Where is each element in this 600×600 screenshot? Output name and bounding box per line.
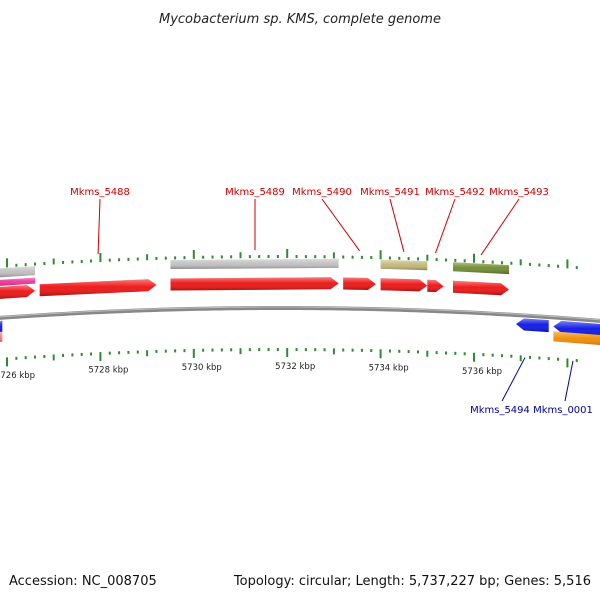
gene-feature-15[interactable] (0, 331, 3, 343)
gene-feature-0[interactable] (0, 285, 35, 299)
ticks-layer (6, 249, 578, 368)
gene-mkms-5488[interactable] (39, 279, 157, 297)
gene-feature-15-shade (0, 331, 3, 342)
leader-line-mkms-5488 (97, 198, 101, 255)
gene-label-mkms-5494[interactable]: Mkms_5494 (470, 405, 530, 416)
gene-mkms-5494-shade (516, 318, 549, 333)
gene-feature-8[interactable] (0, 266, 35, 278)
leader-line-mkms-5493 (480, 198, 520, 256)
gene-feature-11-shade (453, 262, 509, 275)
gene-mkms-0001[interactable] (553, 321, 600, 338)
gene-label-mkms-5490[interactable]: Mkms_5490 (292, 187, 352, 198)
gene-feature-12-shade (0, 320, 3, 333)
gene-mkms-5490-shade (343, 277, 376, 290)
genome-backbone (0, 306, 600, 323)
gene-mkms-5493-shade (453, 280, 509, 296)
gene-mkms-5492-shade (427, 279, 444, 293)
gene-mkms-5491-shade (380, 278, 428, 292)
scale-label-5730: 5730 kbp (182, 363, 222, 373)
leader-line-mkms-5490 (321, 198, 360, 252)
leader-line-mkms-0001 (564, 360, 574, 402)
gene-label-mkms-5493[interactable]: Mkms_5493 (489, 187, 549, 198)
scale-label-5734: 5734 kbp (369, 363, 409, 373)
genome-backbone-highlight (0, 306, 600, 321)
gene-feature-0-shade (0, 285, 35, 299)
map-title: Mycobacterium sp. KMS, complete genome (159, 12, 441, 27)
leader-line-mkms-5494 (501, 357, 526, 402)
labels-layer: 5726 kbp 5728 kbp 5730 kbp 5732 kbp 5734 kbp… (0, 187, 593, 416)
genes-layer (0, 258, 600, 347)
gene-mkms-5492[interactable] (427, 279, 444, 293)
scale-label-5728: 5728 kbp (88, 366, 128, 376)
backbone-layer (0, 306, 600, 323)
gene-feature-9[interactable] (170, 258, 339, 269)
gene-label-mkms-0001[interactable]: Mkms_0001 (533, 405, 593, 416)
gene-feature-12[interactable] (0, 320, 3, 333)
gene-mkms-5490[interactable] (343, 277, 376, 291)
scale-label-5732: 5732 kbp (275, 362, 315, 372)
gene-mkms-5494[interactable] (516, 318, 549, 333)
gene-mkms-5491[interactable] (380, 278, 428, 292)
gene-feature-11[interactable] (453, 262, 509, 275)
gene-feature-9-shade (170, 258, 339, 269)
gene-feature-7-shade (0, 277, 35, 286)
gene-label-mkms-5488[interactable]: Mkms_5488 (70, 187, 130, 198)
scale-label-5726: 5726 kbp (0, 371, 35, 381)
leader-line-mkms-5491 (389, 198, 405, 253)
scale-label-5736: 5736 kbp (462, 367, 502, 377)
gene-feature-7[interactable] (0, 277, 35, 286)
genome-summary-text: Topology: circular; Length: 5,737,227 bp… (233, 574, 591, 589)
gene-mkms-5489-shade (170, 277, 339, 291)
gene-feature-16[interactable] (553, 331, 600, 347)
gene-label-mkms-5492[interactable]: Mkms_5492 (425, 187, 485, 198)
gene-label-mkms-5491[interactable]: Mkms_5491 (360, 187, 420, 198)
gene-feature-10[interactable] (380, 259, 428, 271)
gene-feature-10-shade (380, 259, 428, 271)
gene-mkms-5493[interactable] (453, 280, 509, 296)
gene-feature-16-shade (553, 331, 600, 346)
gene-feature-8-shade (0, 266, 35, 278)
leader-line-mkms-5492 (435, 198, 456, 254)
accession-text: Accession: NC_008705 (9, 574, 157, 589)
gene-mkms-5489[interactable] (170, 277, 339, 291)
gene-mkms-0001-shade (553, 321, 600, 337)
gene-label-mkms-5489[interactable]: Mkms_5489 (225, 187, 285, 198)
gene-mkms-5488-shade (39, 279, 157, 297)
